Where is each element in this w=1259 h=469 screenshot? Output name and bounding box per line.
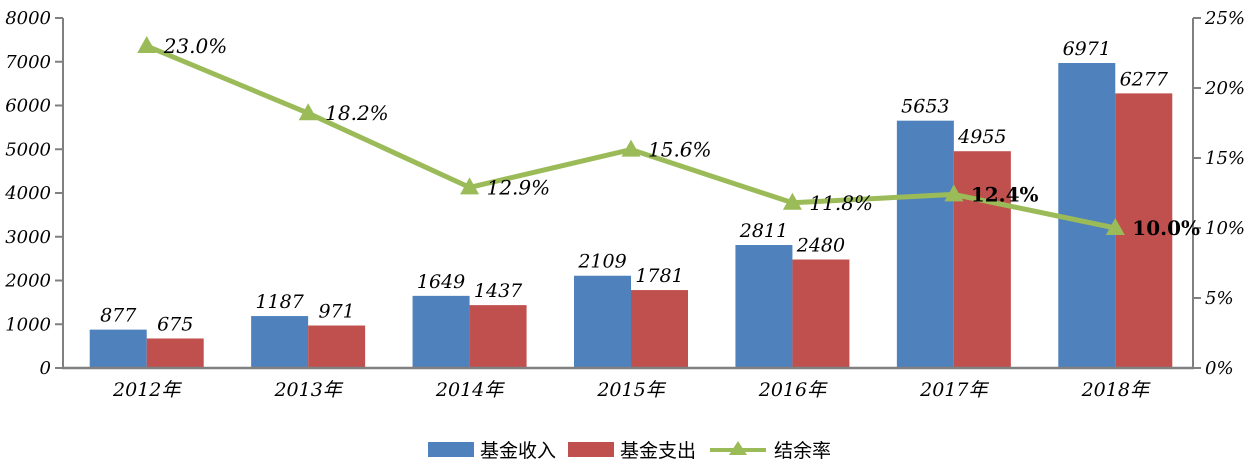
surplus-rate-marker (298, 103, 318, 121)
income-bar (1058, 63, 1116, 369)
surplus-rate-point-label: 11.8% (809, 191, 873, 215)
expense-bar (631, 290, 688, 368)
x-axis-category-label: 2015年 (596, 379, 666, 401)
income-bar-label: 6971 (1063, 38, 1111, 60)
left-axis-tick-label: 1000 (5, 314, 51, 335)
expense-bar (792, 259, 850, 368)
surplus-rate-line-swatch (708, 440, 768, 458)
expense-bar-label: 1437 (474, 280, 523, 302)
income-bar-label: 2811 (739, 220, 788, 242)
income-bar-label: 2109 (577, 251, 626, 273)
surplus-rate-point-label: 12.9% (487, 175, 551, 199)
surplus-rate-legend-label: 结余率 (774, 439, 832, 462)
surplus-rate-marker (782, 192, 802, 210)
right-axis-tick-label: 5% (1205, 288, 1234, 309)
right-axis-tick-label: 15% (1205, 148, 1245, 169)
expense-bar-label: 675 (157, 313, 193, 335)
expense-bar-label: 2480 (796, 235, 845, 257)
x-axis-category-label: 2014年 (435, 379, 505, 401)
expense-bar-label: 971 (319, 301, 355, 323)
left-axis-tick-label: 3000 (5, 227, 51, 248)
left-axis-tick-label: 0 (40, 358, 51, 379)
expense-bar-label: 4955 (957, 126, 1006, 148)
surplus-rate-point-label: 12.4% (971, 182, 1039, 206)
surplus-rate-point-label: 10.0% (1132, 216, 1200, 240)
right-axis-tick-label: 25% (1204, 8, 1245, 29)
left-axis-tick-label: 5000 (5, 139, 51, 160)
chart-legend: 基金收入 基金支出 结余率 (0, 435, 1259, 463)
right-axis-tick-label: 20% (1204, 78, 1245, 99)
x-axis-category-label: 2013年 (273, 379, 343, 401)
income-bar-label: 5653 (901, 96, 949, 118)
legend-item-fund-income: 基金收入 (427, 436, 556, 463)
x-axis-category-label: 2017年 (919, 379, 989, 401)
legend-item-fund-expenditure: 基金支出 (567, 436, 696, 463)
fund-expenditure-swatch (567, 441, 614, 457)
surplus-rate-point-label: 15.6% (648, 138, 712, 162)
income-bar (251, 316, 309, 368)
x-axis-category-label: 2018年 (1081, 379, 1151, 401)
left-axis-tick-label: 6000 (5, 96, 51, 117)
expense-bar (308, 325, 366, 368)
expense-bar (146, 338, 204, 368)
legend-item-surplus-rate: 结余率 (708, 436, 831, 463)
surplus-rate-point-label: 23.0% (163, 34, 228, 58)
surplus-rate-marker (621, 139, 641, 157)
surplus-rate-marker (1105, 218, 1125, 235)
surplus-rate-marker (460, 177, 480, 195)
expense-bar (1115, 93, 1173, 368)
surplus-rate-marker-icon (710, 441, 766, 455)
left-axis-tick-label: 7000 (5, 52, 51, 73)
income-bar-label: 1649 (417, 271, 465, 293)
right-axis-tick-label: 10% (1205, 218, 1245, 239)
expense-bar-label: 6277 (1120, 68, 1169, 90)
fund-expenditure-legend-label: 基金支出 (619, 439, 696, 462)
income-bar-label: 1187 (255, 291, 304, 313)
fund-income-legend-label: 基金收入 (479, 439, 556, 462)
expense-bar (469, 305, 527, 368)
fund-income-swatch (427, 441, 474, 457)
income-bar (896, 120, 954, 369)
left-axis-tick-label: 4000 (4, 183, 51, 204)
left-axis-tick-label: 8000 (5, 8, 51, 29)
income-bar-label: 877 (100, 305, 137, 327)
surplus-rate-marker (137, 36, 157, 53)
income-bar (89, 329, 147, 368)
income-bar (735, 245, 793, 368)
surplus-rate-marker (944, 184, 964, 202)
x-axis-category-label: 2016年 (758, 379, 828, 401)
expense-bar-label: 1781 (635, 265, 683, 287)
x-axis-category-label: 2012年 (112, 379, 182, 401)
right-axis-tick-label: 0% (1205, 358, 1234, 379)
income-bar (574, 275, 631, 368)
left-axis-tick-label: 2000 (4, 271, 51, 292)
expense-bar (953, 151, 1011, 368)
surplus-rate-point-label: 18.2% (325, 101, 389, 125)
income-bar (412, 295, 470, 368)
